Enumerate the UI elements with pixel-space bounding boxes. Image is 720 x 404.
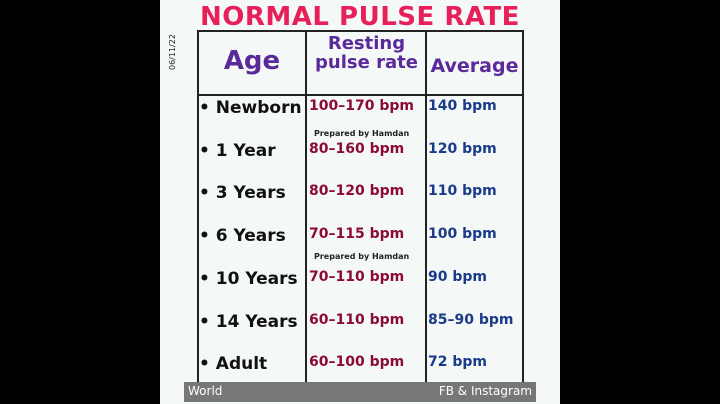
footer-text: FB & Instagram — [438, 384, 532, 398]
table-cell: 80–160 bpm — [309, 140, 405, 157]
table-cell: • Adult — [199, 354, 268, 375]
table-cell: • Newborn — [199, 98, 302, 118]
table-border — [305, 30, 307, 382]
header-cell: Resting pulse rate — [315, 33, 418, 73]
table-cell: 90 bpm — [428, 268, 487, 285]
table-cell: 70–110 bpm — [309, 268, 405, 285]
poster: NORMAL PULSE RATE 06/11/22 Age Resting p… — [160, 0, 560, 404]
table-border — [522, 30, 524, 382]
table-cell: • 10 Years — [199, 268, 298, 289]
header-cell: Age — [223, 46, 281, 76]
header-cell: Average — [430, 55, 519, 77]
table-cell: 72 bpm — [428, 354, 487, 371]
table-cell: 80–120 bpm — [309, 183, 405, 200]
title: NORMAL PULSE RATE — [200, 2, 520, 32]
table-cell: 100–170 bpm — [309, 98, 414, 114]
table-cell: 120 bpm — [428, 140, 497, 157]
table-cell: 140 bpm — [428, 98, 497, 114]
table-cell: • 6 Years — [199, 226, 286, 247]
table-cell: 70–115 bpm — [309, 226, 405, 243]
table-border — [197, 94, 523, 96]
table-cell: 60–110 bpm — [309, 311, 405, 328]
date: 06/11/22 — [168, 34, 177, 70]
table-border — [425, 30, 427, 382]
table-border — [197, 30, 199, 382]
footer-text: World — [188, 384, 223, 398]
table-cell: 60–100 bpm — [309, 354, 405, 371]
watermark: Prepared by Hamdan — [314, 129, 410, 138]
table-cell: • 1 Year — [199, 140, 276, 161]
table-cell: 110 bpm — [428, 183, 497, 200]
table-cell: • 3 Years — [199, 183, 286, 204]
table-cell: • 14 Years — [199, 311, 298, 332]
table-cell: 85–90 bpm — [428, 311, 514, 328]
table-border — [197, 30, 523, 32]
table-cell: 100 bpm — [428, 226, 497, 243]
footer: World FB & Instagram — [184, 382, 536, 402]
watermark: Prepared by Hamdan — [314, 252, 410, 261]
